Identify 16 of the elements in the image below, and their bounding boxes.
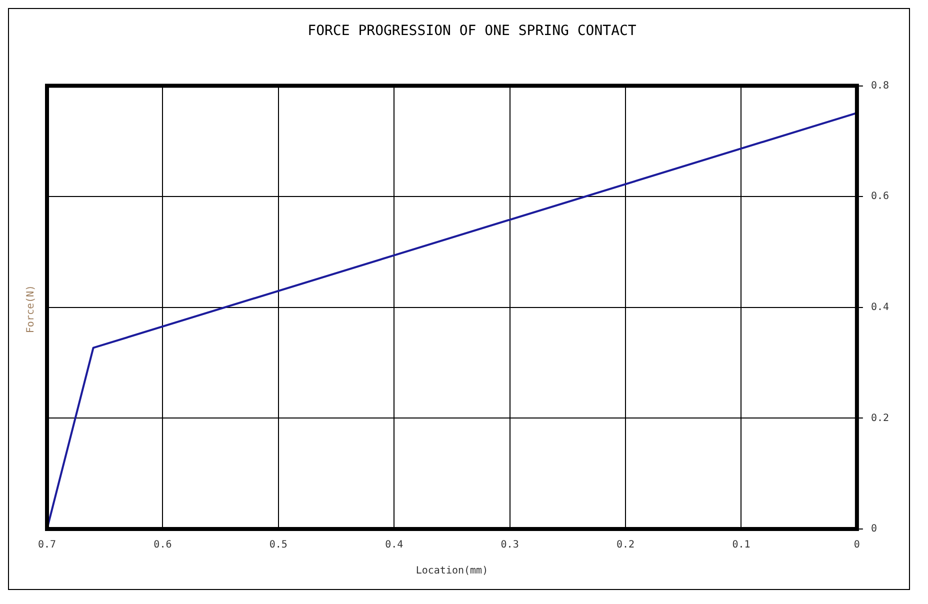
x-tick-label: 0.1 (732, 540, 750, 551)
x-tick-label: 0.3 (500, 540, 519, 551)
x-tick-label: 0.5 (269, 540, 288, 551)
y-tick-label: 0.4 (870, 302, 889, 313)
y-tick-label: 0 (870, 524, 877, 535)
y-tick-label: 0.2 (870, 412, 889, 424)
x-tick-label: 0.6 (154, 540, 172, 551)
y-axis-title: Force(N) (26, 284, 36, 334)
y-tick-label: 0.8 (870, 80, 889, 92)
x-tick-label: 0 (854, 540, 860, 551)
x-axis-title: Location(mm) (416, 566, 488, 577)
y-tick-label: 0.6 (870, 191, 889, 202)
x-tick-label: 0.4 (385, 540, 404, 551)
chart-title: FORCE PROGRESSION OF ONE SPRING CONTACT (308, 23, 637, 40)
x-tick-label: 0.2 (616, 540, 635, 551)
x-tick-label: 0.7 (38, 540, 56, 551)
